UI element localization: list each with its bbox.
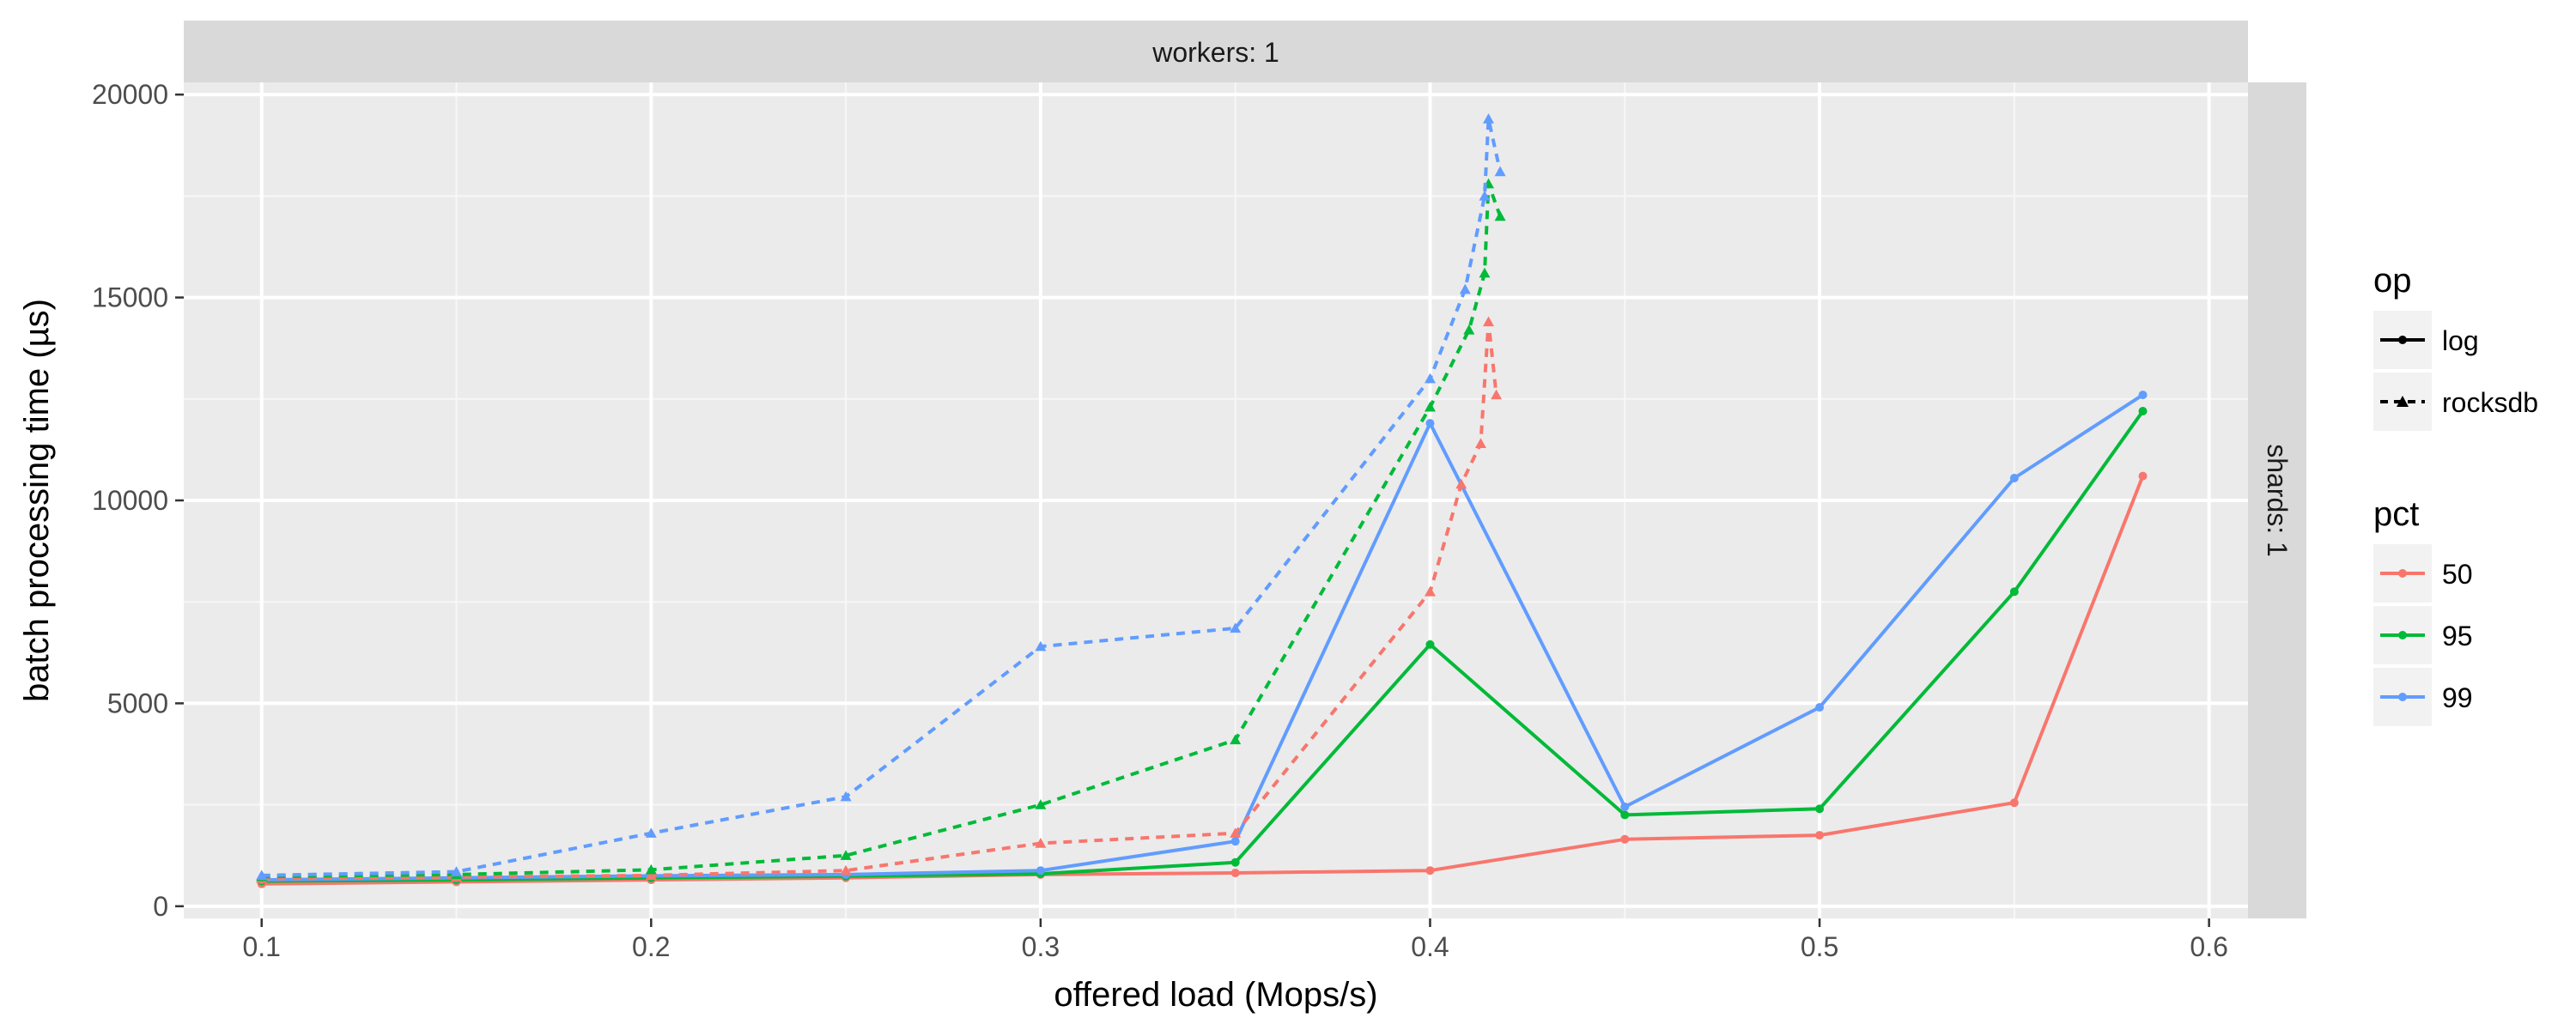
legend-label: 95 bbox=[2442, 621, 2473, 651]
data-point bbox=[1230, 827, 1242, 838]
y-axis: 0 5000 10000 15000 20000 bbox=[92, 79, 184, 922]
data-point bbox=[1815, 703, 1825, 712]
data-point bbox=[1815, 831, 1825, 840]
legend-key bbox=[2373, 311, 2432, 369]
y-tick-label: 5000 bbox=[107, 688, 168, 718]
data-point bbox=[256, 869, 268, 881]
data-point bbox=[2009, 473, 2019, 482]
data-point bbox=[1463, 324, 1475, 335]
data-point bbox=[1425, 866, 1435, 876]
data-point bbox=[1491, 389, 1503, 400]
legend-key-symbol bbox=[2398, 569, 2407, 578]
data-point bbox=[2138, 406, 2148, 415]
data-point bbox=[1483, 316, 1495, 327]
x-axis-title: offered load (Mops/s) bbox=[1054, 976, 1377, 1014]
data-point bbox=[2009, 587, 2019, 597]
data-point bbox=[1424, 373, 1436, 384]
y-axis-title: batch processing time (µs) bbox=[18, 299, 56, 702]
legend-title: pct bbox=[2373, 495, 2419, 533]
legend-key-symbol bbox=[2398, 631, 2407, 639]
grid-major bbox=[184, 82, 2248, 918]
y-tick-label: 0 bbox=[153, 891, 168, 922]
data-point bbox=[1620, 802, 1630, 811]
data-point bbox=[2138, 471, 2148, 481]
x-tick-label: 0.1 bbox=[242, 931, 280, 962]
data-point bbox=[1035, 838, 1047, 848]
data-point bbox=[1494, 210, 1506, 221]
legend-label: 99 bbox=[2442, 682, 2473, 713]
data-point bbox=[840, 864, 852, 876]
legend-key bbox=[2373, 606, 2432, 664]
legend-key-symbol bbox=[2398, 693, 2407, 701]
top-strip-label: workers: 1 bbox=[1151, 37, 1279, 68]
data-point bbox=[1494, 166, 1506, 177]
data-point bbox=[2009, 798, 2019, 808]
legend-label: rocksdb bbox=[2442, 387, 2538, 418]
data-point bbox=[1455, 478, 1467, 489]
x-tick-label: 0.2 bbox=[632, 931, 670, 962]
legend-key-symbol bbox=[2397, 396, 2409, 407]
x-tick-label: 0.6 bbox=[2190, 931, 2227, 962]
top-strip-background bbox=[184, 21, 2248, 82]
y-tick-label: 10000 bbox=[92, 485, 168, 516]
data-point bbox=[1815, 804, 1825, 814]
data-point bbox=[1483, 113, 1495, 124]
data-point bbox=[645, 863, 657, 875]
data-point bbox=[1230, 869, 1240, 878]
data-point bbox=[1036, 866, 1045, 876]
x-tick-label: 0.4 bbox=[1411, 931, 1449, 962]
x-axis: 0.1 0.2 0.3 0.4 0.5 0.6 bbox=[242, 918, 2228, 962]
right-strip-label: shards: 1 bbox=[2262, 444, 2293, 557]
legend-title: op bbox=[2373, 262, 2412, 300]
legend-key bbox=[2373, 373, 2432, 431]
data-point bbox=[1035, 799, 1047, 809]
data-point bbox=[2138, 391, 2148, 400]
y-tick-label: 20000 bbox=[92, 79, 168, 110]
series-layer bbox=[256, 113, 2148, 888]
x-tick-label: 0.5 bbox=[1801, 931, 1838, 962]
data-point bbox=[1230, 734, 1242, 745]
data-point bbox=[1620, 834, 1630, 844]
data-point bbox=[645, 869, 657, 881]
legend-label: 50 bbox=[2442, 559, 2473, 590]
data-point bbox=[840, 850, 852, 860]
right-strip-background bbox=[2248, 82, 2306, 918]
y-tick-label: 15000 bbox=[92, 282, 168, 313]
data-point bbox=[1035, 640, 1047, 651]
legend-key bbox=[2373, 544, 2432, 603]
legend-label: log bbox=[2442, 325, 2479, 356]
data-point bbox=[840, 791, 852, 802]
data-point bbox=[1474, 438, 1486, 449]
data-point bbox=[1479, 267, 1491, 278]
series-line bbox=[261, 117, 1503, 877]
data-point bbox=[1230, 837, 1240, 846]
data-point bbox=[1230, 622, 1242, 633]
data-point bbox=[1620, 810, 1630, 820]
data-point bbox=[1424, 401, 1436, 412]
series-rocksdb-99 bbox=[256, 113, 1506, 881]
data-point bbox=[1459, 283, 1471, 294]
data-point bbox=[1479, 190, 1491, 201]
data-point bbox=[645, 827, 657, 838]
data-point bbox=[451, 866, 463, 876]
legend-key bbox=[2373, 668, 2432, 726]
x-tick-label: 0.3 bbox=[1022, 931, 1060, 962]
data-point bbox=[1424, 585, 1436, 597]
legend-key-symbol bbox=[2398, 336, 2407, 344]
data-point bbox=[1230, 857, 1240, 867]
data-point bbox=[1425, 419, 1435, 428]
data-point bbox=[1425, 639, 1435, 649]
